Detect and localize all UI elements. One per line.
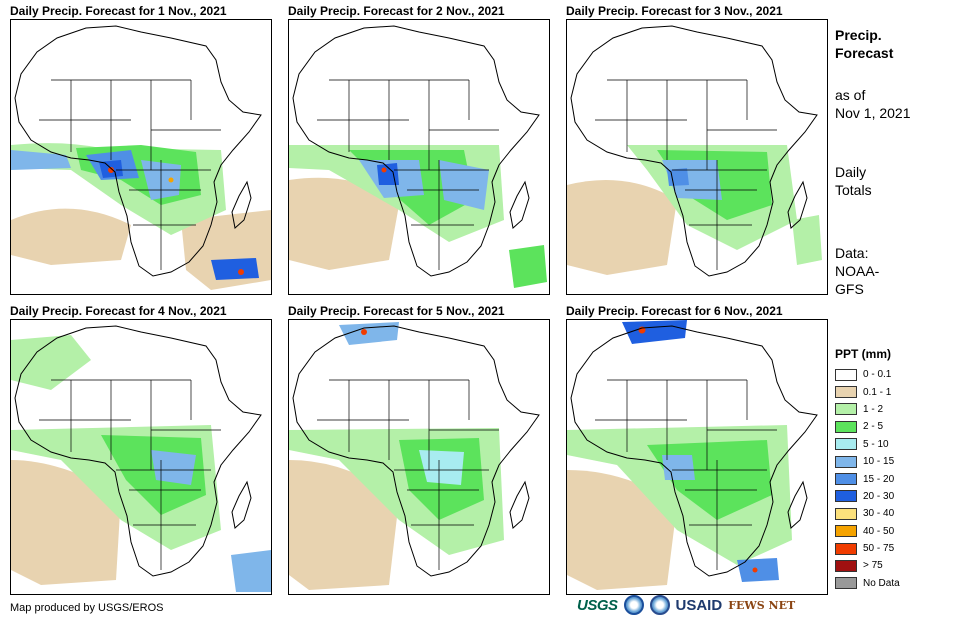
legend-label: 40 - 50 xyxy=(863,525,895,537)
legend-swatch xyxy=(835,577,857,590)
legend-label: 2 - 5 xyxy=(863,421,884,433)
legend-item: 30 - 40 xyxy=(835,505,900,522)
legend-swatch xyxy=(835,559,857,572)
legend-item: 50 - 75 xyxy=(835,540,900,557)
fews-net-logo: FEWS NET xyxy=(728,598,796,612)
legend-item: 10 - 15 xyxy=(835,453,900,470)
legend-label: > 75 xyxy=(863,560,883,572)
side-data-line3: GFS xyxy=(835,281,864,297)
map-panel-day-1: Daily Precip. Forecast for 1 Nov., 2021 xyxy=(10,4,272,295)
legend-swatch xyxy=(835,403,857,416)
legend-swatch xyxy=(835,455,857,468)
map-panel-day-3: Daily Precip. Forecast for 3 Nov., 2021 xyxy=(566,4,828,295)
side-heading: Precip. Forecast xyxy=(835,26,893,62)
legend-item: 20 - 30 xyxy=(835,488,900,505)
legend-item: 15 - 20 xyxy=(835,470,900,487)
logo-strip: USGS USAID FEWS NET xyxy=(577,595,795,615)
side-asof: as of Nov 1, 2021 xyxy=(835,86,911,122)
side-totals: Daily Totals xyxy=(835,163,872,199)
map-credit: Map produced by USGS/EROS xyxy=(10,602,164,614)
noaa-logo xyxy=(623,595,644,615)
legend-item: 2 - 5 xyxy=(835,418,900,435)
legend-label: 30 - 40 xyxy=(863,508,895,520)
forecast-map xyxy=(566,319,828,595)
side-data-line2: NOAA- xyxy=(835,263,880,279)
legend-swatch xyxy=(835,438,857,451)
map-panel-title: Daily Precip. Forecast for 3 Nov., 2021 xyxy=(566,4,783,18)
legend-item: 0.1 - 1 xyxy=(835,383,900,400)
usgs-logo: USGS xyxy=(577,596,618,614)
legend-label: 50 - 75 xyxy=(863,543,895,555)
legend-title: PPT (mm) xyxy=(835,347,892,361)
legend-item: No Data xyxy=(835,575,900,592)
map-panel-day-5: Daily Precip. Forecast for 5 Nov., 2021 xyxy=(288,304,550,595)
map-panel-day-4: Daily Precip. Forecast for 4 Nov., 2021 xyxy=(10,304,272,595)
legend-swatch xyxy=(835,386,857,399)
side-totals-line1: Daily xyxy=(835,164,867,180)
legend-label: 1 - 2 xyxy=(863,403,884,415)
usaid-logo: USAID xyxy=(675,596,723,614)
legend-item: 5 - 10 xyxy=(835,436,900,453)
side-asof-line2: Nov 1, 2021 xyxy=(835,105,911,121)
legend-label: 0 - 0.1 xyxy=(863,369,892,381)
legend-label: 10 - 15 xyxy=(863,456,895,468)
map-panel-day-2: Daily Precip. Forecast for 2 Nov., 2021 xyxy=(288,4,550,295)
map-panel-title: Daily Precip. Forecast for 1 Nov., 2021 xyxy=(10,4,227,18)
map-panel-title: Daily Precip. Forecast for 5 Nov., 2021 xyxy=(288,304,505,318)
forecast-map xyxy=(10,319,272,595)
side-heading-line1: Precip. xyxy=(835,27,882,43)
forecast-map xyxy=(288,19,550,295)
legend-label: No Data xyxy=(863,577,900,589)
map-panel-day-6: Daily Precip. Forecast for 6 Nov., 2021 xyxy=(566,304,828,595)
side-data-line1: Data: xyxy=(835,245,869,261)
state-seal-logo xyxy=(649,595,670,615)
map-panel-title: Daily Precip. Forecast for 2 Nov., 2021 xyxy=(288,4,505,18)
map-panel-title: Daily Precip. Forecast for 4 Nov., 2021 xyxy=(10,304,227,318)
legend-swatch xyxy=(835,507,857,520)
legend: PPT (mm) 0 - 0.1 0.1 - 1 1 - 2 2 - 5 5 - 10 1… xyxy=(835,347,900,592)
side-heading-line2: Forecast xyxy=(835,45,894,61)
legend-item: 0 - 0.1 xyxy=(835,366,900,383)
legend-item: > 75 xyxy=(835,557,900,574)
forecast-map xyxy=(566,19,828,295)
legend-label: 0.1 - 1 xyxy=(863,386,892,398)
legend-item: 40 - 50 xyxy=(835,523,900,540)
legend-item: 1 - 2 xyxy=(835,401,900,418)
legend-label: 15 - 20 xyxy=(863,473,895,485)
legend-swatch xyxy=(835,525,857,538)
map-panel-title: Daily Precip. Forecast for 6 Nov., 2021 xyxy=(566,304,783,318)
legend-swatch xyxy=(835,420,857,433)
legend-swatch xyxy=(835,490,857,503)
side-asof-line1: as of xyxy=(835,87,866,103)
legend-swatch xyxy=(835,368,857,381)
legend-swatch xyxy=(835,542,857,555)
legend-label: 20 - 30 xyxy=(863,490,895,502)
legend-label: 5 - 10 xyxy=(863,438,889,450)
forecast-map xyxy=(288,319,550,595)
side-totals-line2: Totals xyxy=(835,182,872,198)
side-data-source: Data: NOAA- GFS xyxy=(835,244,879,298)
forecast-map xyxy=(10,19,272,295)
legend-swatch xyxy=(835,473,857,486)
